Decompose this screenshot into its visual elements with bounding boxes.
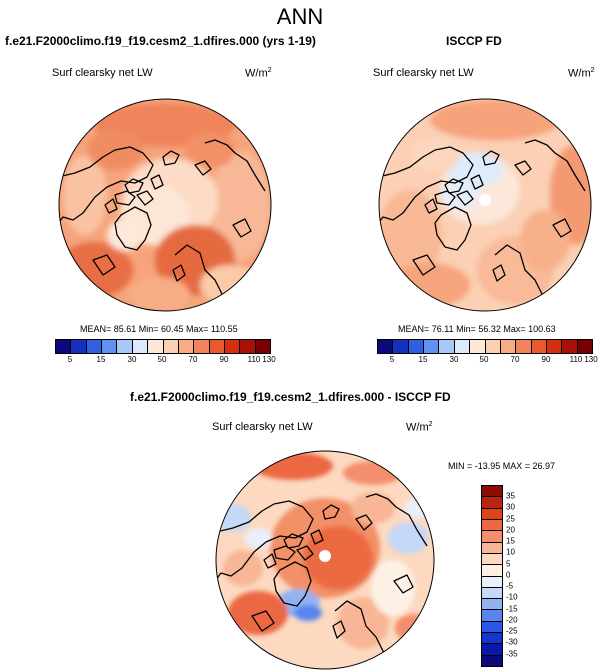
polar-map-difference: [215, 450, 435, 670]
colorbar-tick: -35: [506, 649, 518, 659]
colorbar-swatch: [255, 340, 271, 353]
colorbar-ticks-model: 5 15 30 50 70 90 110 130: [55, 355, 276, 367]
colorbar-swatch: [148, 340, 164, 353]
units-label: W/m2: [568, 67, 595, 80]
colorbar-swatch: [485, 340, 501, 353]
colorbar-tick: 50: [157, 355, 167, 364]
colorbar-tick: 25: [506, 514, 515, 524]
colorbar-swatch: [482, 531, 502, 543]
colorbar-swatch: [240, 340, 256, 353]
stats-model: MEAN= 85.61 Min= 60.45 Max= 110.55: [80, 324, 238, 334]
colorbar-swatch: [482, 508, 502, 520]
panel-title-obs: ISCCP FD: [446, 34, 502, 48]
colorbar-swatch: [546, 340, 563, 353]
diff-panel-title: f.e21.F2000climo.f19_f19.cesm2_1.dfires.…: [130, 390, 451, 404]
colorbar-tick: 5: [67, 355, 73, 364]
colorbar-tick: 110: [247, 355, 261, 364]
colorbar-swatch: [482, 599, 502, 611]
colorbar-swatch: [482, 655, 502, 666]
colorbar-tick: 30: [506, 502, 515, 512]
colorbar-swatch: [71, 340, 87, 353]
colorbar-tick: 90: [541, 355, 551, 364]
polar-map-model: [58, 98, 272, 312]
colorbar-swatch: [482, 553, 502, 566]
colorbar-swatch: [500, 340, 517, 353]
colorbar-swatch: [482, 587, 502, 600]
colorbar-tick: 5: [389, 355, 395, 364]
colorbar-swatch: [482, 486, 502, 498]
colorbar-swatch: [562, 340, 578, 353]
colorbar-tick: -20: [506, 615, 518, 625]
colorbar-swatch: [178, 340, 195, 353]
colorbar-swatch: [516, 340, 532, 353]
variable-label: Surf clearsky net LW: [373, 67, 474, 79]
diff-stats: MIN = -13.95 MAX = 26.97: [448, 461, 556, 471]
colorbar-swatch: [86, 340, 103, 353]
colorbar-tick: 15: [96, 355, 106, 364]
colorbar-tick: 35: [506, 491, 515, 501]
polar-map-obs: [378, 98, 592, 312]
colorbar-swatch: [482, 519, 502, 532]
colorbar-swatch: [132, 340, 149, 353]
colorbar-swatch: [117, 340, 133, 353]
colorbar-swatch: [482, 576, 502, 588]
colorbar-tick: -15: [506, 604, 518, 614]
colorbar-swatch: [470, 340, 486, 353]
colorbar-swatch: [378, 340, 394, 353]
colorbar-tick: 10: [506, 547, 515, 557]
units-label: W/m2: [245, 67, 272, 80]
colorbar-swatch: [577, 340, 593, 353]
colorbar-swatch: [482, 542, 502, 554]
colorbar-swatch: [482, 633, 502, 645]
colorbar-tick: 30: [449, 355, 459, 364]
colorbar-obs: [377, 339, 593, 354]
colorbar-swatch: [482, 565, 502, 577]
colorbar-tick: -10: [506, 592, 518, 602]
colorbar-tick: 5: [506, 559, 511, 569]
colorbar-swatch: [482, 644, 502, 656]
colorbar-swatch: [102, 340, 118, 353]
colorbar-tick: 110: [569, 355, 583, 364]
colorbar-swatch: [424, 340, 440, 353]
panel-title-model: f.e21.F2000climo.f19_f19.cesm2_1.dfires.…: [5, 34, 316, 48]
variable-label: Surf clearsky net LW: [212, 421, 313, 433]
colorbar-tick: 30: [127, 355, 137, 364]
colorbar-tick: 50: [479, 355, 489, 364]
colorbar-tick: 20: [506, 525, 515, 535]
colorbar-swatch: [194, 340, 210, 353]
colorbar-tick: 15: [506, 536, 515, 546]
colorbar-swatch: [531, 340, 547, 353]
colorbar-tick: 90: [219, 355, 229, 364]
units-label: W/m2: [406, 421, 433, 434]
colorbar-tick: -30: [506, 637, 518, 647]
colorbar-swatch: [224, 340, 241, 353]
colorbar-swatch: [209, 340, 225, 353]
colorbar-swatch: [454, 340, 471, 353]
colorbar-ticks-obs: 5 15 30 50 70 90 110 130: [377, 355, 598, 367]
colorbar-tick: -25: [506, 626, 518, 636]
colorbar-swatch: [408, 340, 425, 353]
colorbar-swatch: [482, 610, 502, 622]
colorbar-swatch: [393, 340, 409, 353]
colorbar-tick: 15: [418, 355, 428, 364]
colorbar-difference: [481, 485, 503, 667]
page-title: ANN: [276, 4, 324, 29]
colorbar-swatch: [56, 340, 72, 353]
colorbar-tick: 0: [506, 570, 511, 580]
variable-label: Surf clearsky net LW: [52, 67, 153, 79]
colorbar-tick: 70: [510, 355, 520, 364]
colorbar-tick: -5: [506, 581, 514, 591]
colorbar-tick: 130: [262, 355, 276, 364]
colorbar-swatch: [439, 340, 455, 353]
colorbar-model: [55, 339, 271, 354]
colorbar-swatch: [482, 497, 502, 509]
stats-obs: MEAN= 76.11 Min= 56.32 Max= 100.63: [398, 324, 556, 334]
colorbar-tick: 130: [584, 355, 598, 364]
colorbar-swatch: [482, 621, 502, 634]
colorbar-tick: 70: [188, 355, 198, 364]
colorbar-difference-ticks: 35 30 25 20 15 10 5 0 -5 -10 -15 -20 -25…: [506, 485, 536, 667]
colorbar-swatch: [163, 340, 179, 353]
